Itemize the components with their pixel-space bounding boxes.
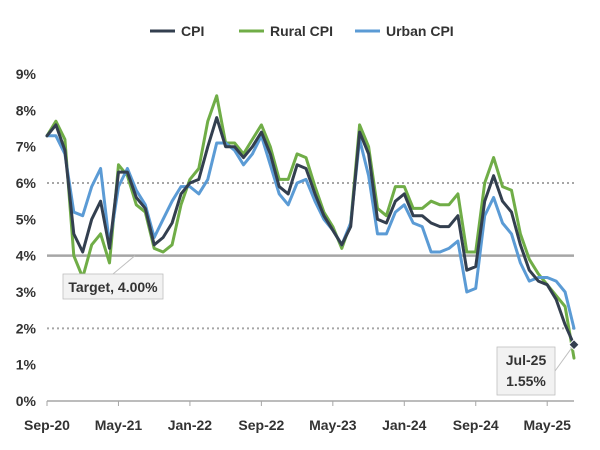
target-label: Target, 4.00%	[68, 279, 158, 295]
x-tick-label: Jan-24	[382, 417, 427, 433]
target-leader-line	[112, 255, 136, 275]
y-tick-label: 0%	[16, 393, 37, 409]
y-tick-label: 2%	[16, 320, 37, 336]
urban-cpi-line	[45, 134, 576, 330]
x-tick-label: Sep-22	[238, 417, 284, 433]
latest-value-annotation: Jul-25 1.55%	[496, 338, 580, 396]
y-tick-label: 3%	[16, 284, 37, 300]
y-tick-label: 9%	[16, 66, 37, 82]
latest-value-label: 1.55%	[506, 373, 546, 389]
x-axis-ticks: Sep-20 May-21 Jan-22 Sep-22 May-23 Jan-24 Sep-…	[24, 401, 571, 433]
y-tick-label: 8%	[16, 102, 37, 118]
x-tick-label: Sep-24	[453, 417, 499, 433]
x-tick-label: May-25	[523, 417, 571, 433]
latest-period-label: Jul-25	[506, 352, 547, 368]
y-tick-label: 1%	[16, 357, 37, 373]
latest-value-marker	[568, 338, 580, 351]
legend-label-urban-cpi: Urban CPI	[386, 23, 454, 39]
rural-cpi-line	[45, 94, 576, 360]
x-tick-label: May-23	[309, 417, 357, 433]
y-axis-ticks: 0% 1% 2% 3% 4% 5% 6% 7% 8% 9%	[16, 66, 37, 409]
x-tick-label: Jan-22	[168, 417, 213, 433]
x-tick-label: Sep-20	[24, 417, 70, 433]
y-tick-label: 4%	[16, 248, 37, 264]
y-tick-label: 6%	[16, 175, 37, 191]
latest-label-box	[496, 346, 556, 396]
y-tick-label: 5%	[16, 211, 37, 227]
cpi-line	[45, 116, 576, 347]
x-tick-label: May-21	[95, 417, 143, 433]
series-lines	[45, 94, 576, 360]
legend-label-cpi: CPI	[181, 23, 204, 39]
legend-label-rural-cpi: Rural CPI	[270, 23, 333, 39]
y-tick-label: 7%	[16, 139, 37, 155]
target-label-box	[62, 273, 164, 300]
legend: CPI Rural CPI Urban CPI	[150, 23, 454, 39]
target-annotation: Target, 4.00%	[62, 255, 164, 300]
latest-leader-line	[554, 344, 575, 372]
